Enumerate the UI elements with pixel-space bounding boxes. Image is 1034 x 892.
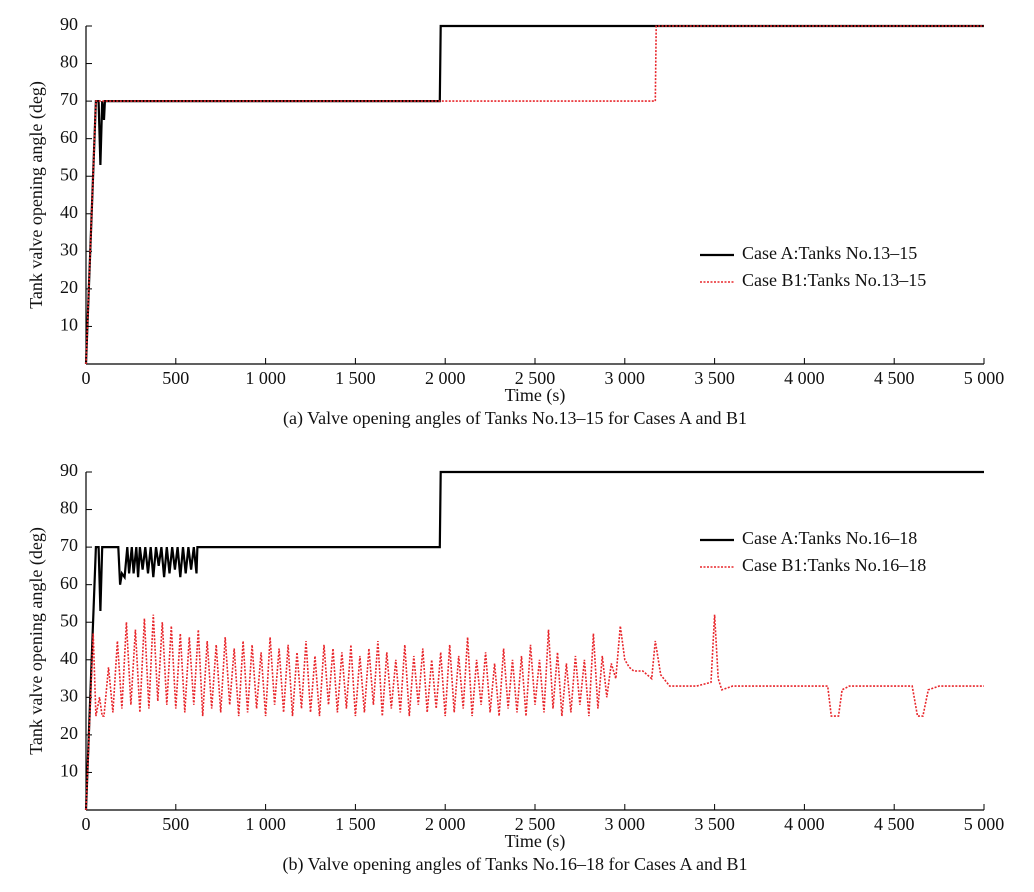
x-tick-label: 1 000 — [245, 368, 286, 388]
y-tick-label: 70 — [60, 89, 78, 109]
x-tick-label: 3 500 — [694, 814, 735, 834]
x-tick-label: 4 000 — [784, 814, 825, 834]
panel: 0 500 1 000 1 500 2 000 2 500 3 000 3 500 4 000 4… — [26, 14, 1004, 429]
y-tick-label: 90 — [60, 14, 78, 34]
y-tick-label: 10 — [60, 761, 78, 781]
y-tick-label: 40 — [60, 202, 78, 222]
x-tick-label: 4 500 — [874, 368, 915, 388]
y-tick-label: 70 — [60, 535, 78, 555]
series-line — [84, 470, 984, 811]
x-tick-label: 3 500 — [694, 368, 735, 388]
x-tick-label: 0 — [82, 368, 91, 388]
x-tick-label: 500 — [162, 814, 189, 834]
series-line — [85, 614, 984, 811]
series-line — [84, 24, 984, 365]
x-tick-label: 2 000 — [425, 368, 466, 388]
x-tick-label: 3 000 — [605, 814, 646, 834]
x-axis-label: Time (s) — [505, 831, 566, 852]
legend-label: Case A:Tanks No.13–15 — [742, 243, 917, 263]
caption: (b) Valve opening angles of Tanks No.16–… — [282, 854, 747, 875]
panel: 0 500 1 000 1 500 2 000 2 500 3 000 3 500 4 000 4… — [26, 460, 1004, 875]
y-tick-label: 20 — [60, 723, 78, 743]
y-axis-label: Tank valve opening angle (deg) — [26, 527, 47, 755]
y-tick-label: 30 — [60, 239, 78, 259]
x-tick-label: 3 000 — [605, 368, 646, 388]
legend-label: Case B1:Tanks No.16–18 — [742, 555, 926, 575]
x-tick-label: 1 500 — [335, 814, 376, 834]
y-tick-label: 80 — [60, 52, 78, 72]
x-tick-label: 1 000 — [245, 814, 286, 834]
y-tick-label: 60 — [60, 573, 78, 593]
y-tick-label: 80 — [60, 498, 78, 518]
x-tick-label: 500 — [162, 368, 189, 388]
x-tick-label: 2 500 — [515, 814, 556, 834]
x-tick-label: 0 — [82, 814, 91, 834]
y-axis-label: Tank valve opening angle (deg) — [26, 81, 47, 309]
series-line — [85, 25, 984, 365]
y-tick-label: 50 — [60, 610, 78, 630]
legend-label: Case B1:Tanks No.13–15 — [742, 270, 926, 290]
y-tick-label: 40 — [60, 648, 78, 668]
legend-label: Case A:Tanks No.16–18 — [742, 528, 917, 548]
x-tick-label: 1 500 — [335, 368, 376, 388]
x-tick-label: 4 500 — [874, 814, 915, 834]
x-tick-label: 2 500 — [515, 368, 556, 388]
x-tick-label: 2 000 — [425, 814, 466, 834]
y-tick-label: 50 — [60, 164, 78, 184]
y-tick-label: 10 — [60, 315, 78, 335]
y-tick-label: 60 — [60, 127, 78, 147]
x-tick-label: 5 000 — [964, 814, 1005, 834]
y-tick-label: 90 — [60, 460, 78, 480]
caption: (a) Valve opening angles of Tanks No.13–… — [283, 408, 747, 429]
x-tick-label: 4 000 — [784, 368, 825, 388]
y-tick-label: 20 — [60, 277, 78, 297]
y-tick-label: 30 — [60, 685, 78, 705]
x-tick-label: 5 000 — [964, 368, 1005, 388]
x-axis-label: Time (s) — [505, 385, 566, 406]
